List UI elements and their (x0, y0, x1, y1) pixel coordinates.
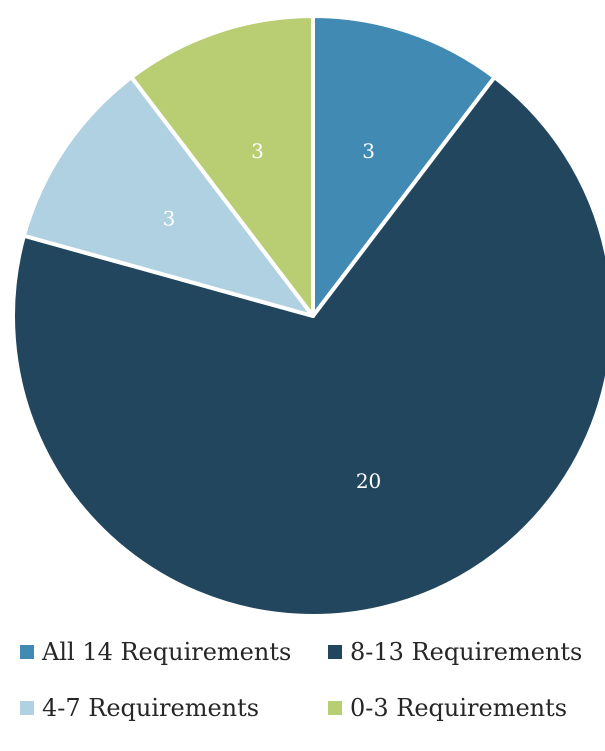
pie-slices (11, 14, 605, 618)
legend-item-all-14: All 14 Requirements (20, 638, 291, 666)
legend-item-0-3: 0-3 Requirements (328, 694, 567, 722)
pie-data-label-2: 3 (163, 206, 176, 230)
pie-slice-3 (129, 14, 315, 318)
pie-slice-2 (21, 75, 315, 318)
pie-data-label-3: 3 (251, 139, 264, 163)
pie-data-label-1: 20 (356, 469, 381, 493)
legend-label: All 14 Requirements (42, 638, 292, 666)
legend-swatch (20, 701, 34, 715)
legend-swatch (20, 645, 34, 659)
pie-slice-0 (311, 14, 497, 318)
legend-swatch (328, 701, 342, 715)
legend-swatch (328, 645, 342, 659)
pie-slice-1 (11, 75, 605, 618)
pie-chart: 3 20 3 3 (11, 14, 605, 618)
legend-item-8-13: 8-13 Requirements (328, 638, 582, 666)
legend-label: 4-7 Requirements (42, 694, 260, 722)
pie-data-labels: 3 20 3 3 (163, 139, 382, 493)
legend-label: 8-13 Requirements (350, 638, 583, 666)
legend-item-4-7: 4-7 Requirements (20, 694, 259, 722)
chart-legend: All 14 Requirements 8-13 Requirements 4-… (0, 636, 605, 751)
pie-data-label-0: 3 (362, 139, 375, 163)
legend-label: 0-3 Requirements (350, 694, 568, 722)
